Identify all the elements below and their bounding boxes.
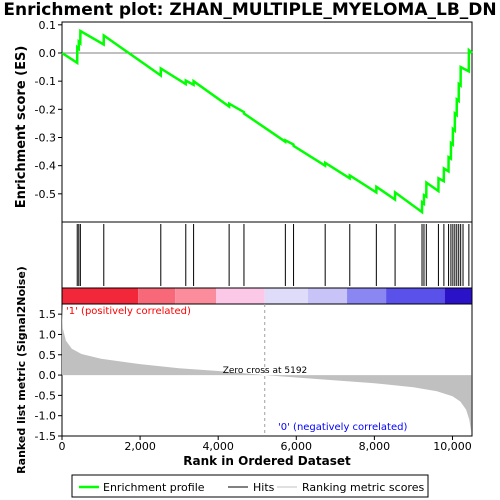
es-tick-label: -0.5 bbox=[35, 188, 56, 201]
negative-correlation-label: '0' (negatively correlated) bbox=[278, 422, 407, 433]
x-axis: 0 2,000 4,000 6,000 8,000 10,000 bbox=[59, 436, 472, 453]
hit-markers bbox=[76, 224, 470, 286]
metric-tick-label: -1.0 bbox=[35, 410, 56, 423]
legend-enrichment-label: Enrichment profile bbox=[103, 481, 205, 494]
legend-box bbox=[71, 474, 429, 498]
es-tick-label: -0.1 bbox=[35, 75, 56, 88]
color-bar-segment bbox=[264, 288, 308, 304]
metric-tick-label: 0.0 bbox=[39, 369, 57, 382]
color-bar-segment bbox=[347, 288, 387, 304]
es-tick-label: 0.0 bbox=[39, 47, 57, 60]
es-tick-label: -0.2 bbox=[35, 103, 56, 116]
es-tick-label: 0.1 bbox=[39, 19, 57, 32]
metric-tick-label: 0.5 bbox=[39, 349, 57, 362]
legend-ranking-label: Ranking metric scores bbox=[302, 481, 424, 494]
x-tick-label: 2,000 bbox=[124, 440, 156, 453]
zero-cross-label: Zero cross at 5192 bbox=[223, 366, 308, 376]
color-bar-segment bbox=[386, 288, 445, 304]
legend-hits-label: Hits bbox=[253, 481, 275, 494]
legend: Enrichment profile Hits Ranking metric s… bbox=[71, 474, 429, 498]
x-tick-label: 0 bbox=[59, 440, 66, 453]
x-axis-label: Rank in Ordered Dataset bbox=[183, 454, 351, 468]
chart-title: Enrichment plot: ZHAN_MULTIPLE_MYELOMA_L… bbox=[3, 0, 497, 20]
ranking-metric-area bbox=[62, 306, 472, 432]
metric-tick-label: -0.5 bbox=[35, 389, 56, 402]
es-tick-label: -0.3 bbox=[35, 131, 56, 144]
color-bar-segment bbox=[308, 288, 348, 304]
color-bar-segment bbox=[62, 288, 139, 304]
es-axis: 0.1 0.0 -0.1 -0.2 -0.3 -0.4 -0.5 bbox=[35, 19, 62, 201]
rank-color-bar bbox=[62, 288, 472, 304]
metric-tick-label: 1.0 bbox=[39, 328, 57, 341]
es-tick-label: -0.4 bbox=[35, 160, 56, 173]
hits-panel bbox=[61, 221, 473, 289]
metric-tick-label: 1.5 bbox=[39, 308, 57, 321]
metric-tick-label: -1.5 bbox=[35, 430, 56, 443]
es-axis-label: Enrichment score (ES) bbox=[14, 46, 29, 209]
metric-axis-label: Ranked list metric (Signal2Noise) bbox=[15, 266, 28, 474]
x-tick-label: 8,000 bbox=[359, 440, 391, 453]
color-bar-segment bbox=[175, 288, 217, 304]
color-bar-segment bbox=[138, 288, 176, 304]
x-tick-label: 6,000 bbox=[281, 440, 313, 453]
color-bar-segment bbox=[444, 288, 472, 304]
metric-axis: 1.5 1.0 0.5 0.0 -0.5 -1.0 -1.5 bbox=[35, 308, 62, 443]
positive-correlation-label: '1' (positively correlated) bbox=[66, 306, 191, 317]
es-panel bbox=[61, 21, 473, 223]
x-tick-label: 4,000 bbox=[202, 440, 234, 453]
enrichment-profile-line bbox=[61, 28, 473, 215]
metric-panel bbox=[61, 303, 473, 437]
x-tick-label: 10,000 bbox=[433, 440, 472, 453]
color-bar-segment bbox=[216, 288, 265, 304]
